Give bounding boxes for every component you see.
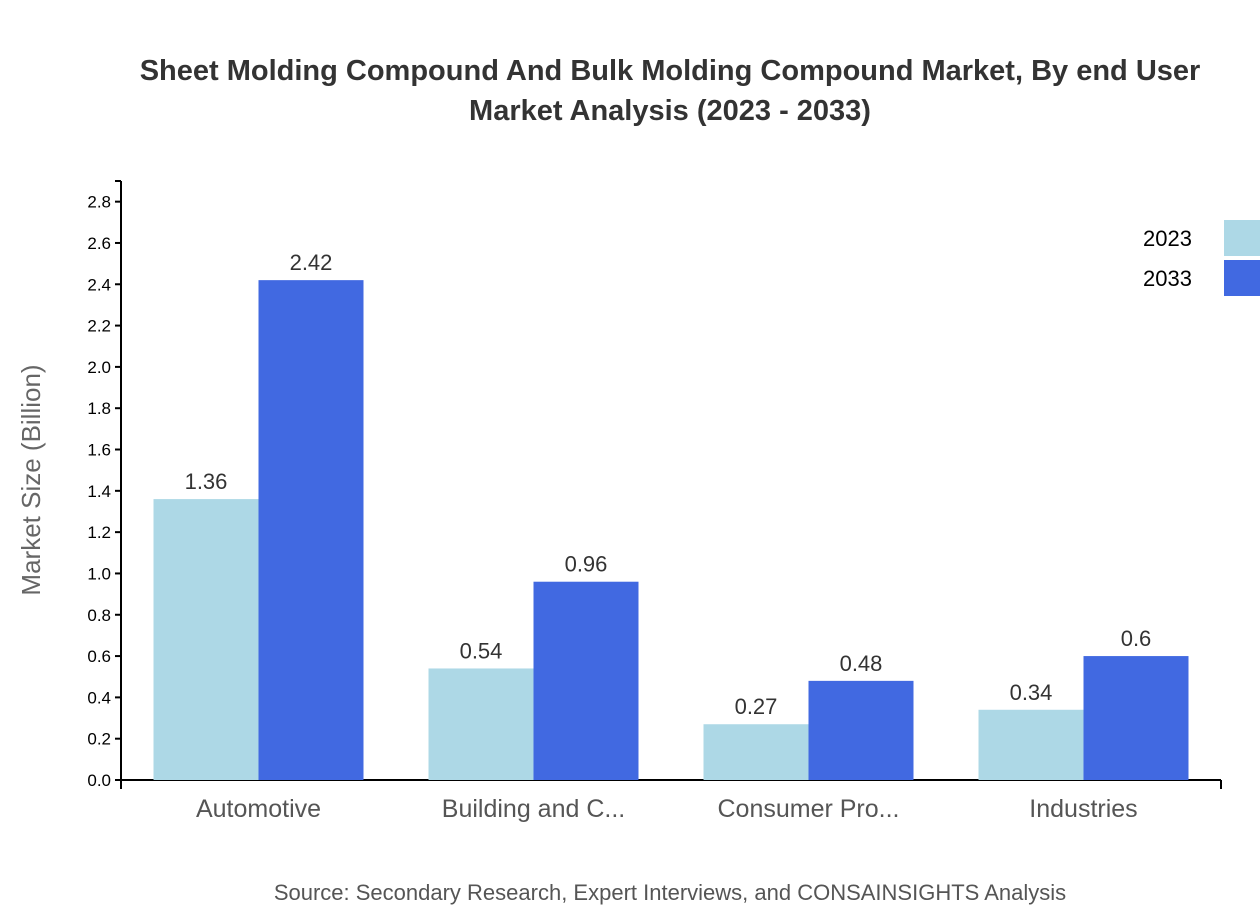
y-tick-label: 0.0 [87, 771, 111, 790]
x-tick-label: Consumer Pro... [717, 795, 899, 823]
legend-swatch-2033 [1224, 260, 1260, 296]
data-label: 1.36 [185, 469, 228, 494]
y-axis-label: Market Size (Billion) [16, 364, 46, 595]
source-note: Source: Secondary Research, Expert Inter… [274, 880, 1066, 905]
y-tick-label: 2.0 [87, 358, 111, 377]
legend-label: 2033 [1143, 266, 1192, 291]
x-tick-label: Industries [1029, 795, 1137, 823]
legend: 2023 2033 [1143, 220, 1260, 296]
data-label: 0.54 [460, 638, 503, 663]
legend-swatch-2023 [1224, 220, 1260, 256]
bar-2023 [703, 724, 809, 780]
bars: 1.36 2.42 0.54 0.96 0.27 0.48 0.34 0.6 [153, 250, 1189, 780]
y-tick-label: 2.4 [87, 275, 111, 294]
data-label: 0.48 [840, 651, 883, 676]
y-tick-label: 1.8 [87, 399, 111, 418]
y-tick-label: 1.4 [87, 482, 111, 501]
bar-2033 [1083, 656, 1189, 780]
legend-label: 2023 [1143, 226, 1192, 251]
y-tick-label: 2.8 [87, 193, 111, 212]
bar-2023 [978, 709, 1084, 780]
chart-title-line-2: Market Analysis (2023 - 2033) [469, 95, 871, 127]
data-label: 0.6 [1121, 626, 1152, 651]
y-tick-label: 0.4 [87, 688, 111, 707]
y-tick-label: 2.6 [87, 234, 111, 253]
y-tick-label: 2.2 [87, 317, 111, 336]
y-tick-label: 0.2 [87, 730, 111, 749]
data-label: 0.27 [735, 694, 778, 719]
bar-2033 [533, 581, 639, 780]
y-tick-label: 1.6 [87, 441, 111, 460]
y-tick-label: 0.8 [87, 606, 111, 625]
y-tick-label: 1.2 [87, 523, 111, 542]
chart-title-line-1: Sheet Molding Compound And Bulk Molding … [140, 55, 1201, 87]
y-tick-label: 0.6 [87, 647, 111, 666]
y-tick-label: 1.0 [87, 564, 111, 583]
bar-2023 [153, 499, 259, 780]
data-label: 2.42 [290, 250, 333, 275]
data-label: 0.34 [1010, 680, 1053, 705]
data-label: 0.96 [565, 552, 608, 577]
x-tick-label: Automotive [196, 795, 321, 823]
x-tick-label: Building and C... [442, 795, 625, 823]
bar-2033 [808, 680, 914, 780]
bar-2033 [258, 280, 364, 780]
bar-2023 [428, 668, 534, 780]
